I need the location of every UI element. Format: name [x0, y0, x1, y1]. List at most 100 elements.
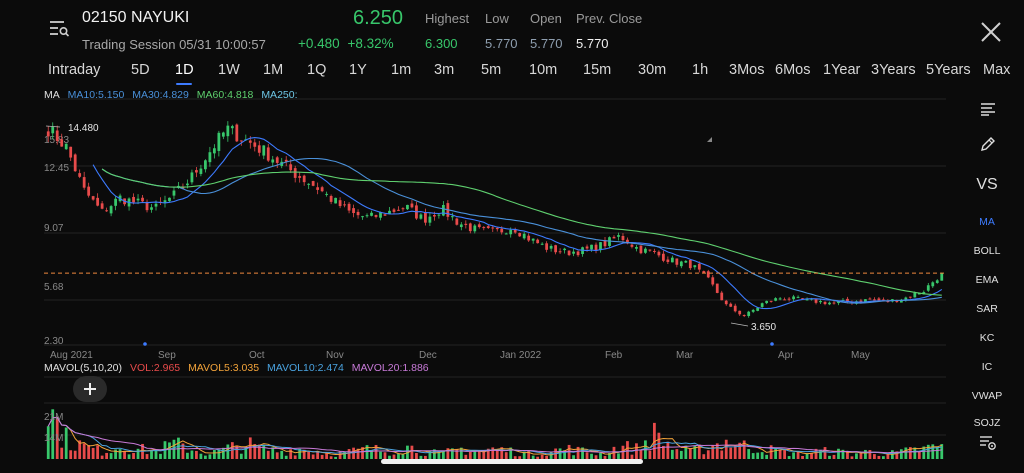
tab-1year[interactable]: 1Year	[823, 62, 861, 78]
candle	[275, 157, 279, 163]
candle	[217, 132, 221, 151]
indicator-settings-icon[interactable]	[979, 435, 997, 451]
volume-bar	[450, 448, 454, 459]
watchlist-search-icon[interactable]	[48, 19, 70, 37]
tab-1d[interactable]: 1D	[175, 62, 194, 78]
event-dot[interactable]	[143, 342, 147, 346]
vol-tick-0: 21M	[44, 412, 63, 423]
candle	[145, 201, 149, 211]
volume-bar	[109, 453, 113, 459]
tab-3years[interactable]: 3Years	[871, 62, 916, 78]
candle	[298, 176, 302, 178]
compare-vs-button[interactable]: VS	[976, 176, 998, 193]
candle	[60, 139, 64, 147]
volume-bar	[388, 455, 391, 459]
candle	[823, 301, 827, 305]
event-dot[interactable]	[770, 342, 774, 346]
ma30-line	[101, 157, 942, 304]
volume-bar	[828, 455, 831, 459]
vol-value: VOL:2.965	[129, 362, 181, 374]
tab-1w[interactable]: 1W	[218, 62, 240, 78]
x-label-dec: Dec	[419, 350, 437, 361]
tab-5min[interactable]: 5m	[481, 62, 502, 78]
tab-1y[interactable]: 1Y	[349, 62, 367, 78]
candle	[922, 292, 926, 295]
volume-bar	[572, 455, 575, 459]
volume-bar	[190, 450, 194, 459]
pencil-icon[interactable]	[980, 136, 996, 152]
indicator-sar[interactable]: SAR	[976, 303, 998, 315]
volume-bar	[424, 455, 427, 459]
candle	[316, 187, 320, 190]
add-indicator-button[interactable]	[73, 376, 107, 402]
candle	[675, 258, 679, 265]
volume-bar	[441, 451, 445, 459]
candle	[486, 226, 490, 228]
volume-bar	[509, 447, 513, 459]
candle	[204, 160, 207, 170]
volume-bar	[653, 422, 656, 459]
candle	[477, 224, 481, 228]
candle	[428, 216, 432, 223]
volume-bar	[877, 455, 881, 459]
candle	[109, 206, 113, 214]
indicator-vwap[interactable]: VWAP	[971, 390, 1003, 402]
candle	[873, 299, 876, 301]
indicator-sojz[interactable]: SOJZ	[973, 417, 1001, 426]
volume-bar	[69, 450, 73, 459]
tab-max[interactable]: Max	[983, 62, 1011, 78]
volume-bar	[581, 447, 584, 459]
candle	[82, 177, 86, 188]
tab-15min[interactable]: 15m	[583, 62, 612, 78]
volume-bar	[545, 455, 549, 459]
volume-average-lines	[47, 416, 942, 456]
tab-6mos[interactable]: 6Mos	[775, 62, 811, 78]
candle	[899, 299, 903, 303]
candle	[747, 311, 751, 316]
candle	[239, 140, 243, 142]
candle	[473, 225, 477, 232]
tab-3min[interactable]: 3m	[434, 62, 455, 78]
volume-bar	[275, 452, 279, 459]
tab-30min[interactable]: 30m	[638, 62, 667, 78]
tab-5years[interactable]: 5Years	[926, 62, 971, 78]
draw-tools-list-icon[interactable]	[980, 102, 996, 116]
candle	[599, 242, 602, 251]
volume-bar	[886, 454, 890, 459]
tab-1m-month[interactable]: 1M	[263, 62, 284, 78]
volume-bar	[46, 426, 50, 459]
indicator-kc[interactable]: KC	[979, 332, 995, 344]
candle	[908, 296, 912, 298]
candle	[114, 198, 117, 206]
tab-intraday[interactable]: Intraday	[48, 62, 101, 78]
tab-10min[interactable]: 10m	[529, 62, 558, 78]
volume-bar	[446, 448, 450, 459]
volume-bar	[60, 447, 64, 459]
volume-bar	[235, 445, 239, 459]
volume-bar	[105, 452, 109, 459]
candle	[733, 305, 737, 312]
candle	[567, 250, 571, 256]
volume-bar	[666, 441, 670, 459]
volume-bar	[154, 449, 158, 459]
tab-1h[interactable]: 1h	[692, 62, 709, 78]
indicator-ema[interactable]: EMA	[975, 274, 999, 286]
tab-1min[interactable]: 1m	[391, 62, 412, 78]
volume-bar	[670, 449, 674, 459]
volume-bar	[271, 447, 275, 459]
tab-3mos[interactable]: 3Mos	[729, 62, 765, 78]
tab-1q[interactable]: 1Q	[307, 62, 327, 78]
tab-5d[interactable]: 5D	[131, 62, 150, 78]
indicator-boll[interactable]: BOLL	[973, 245, 1001, 257]
candle	[527, 235, 531, 241]
volume-bar	[217, 449, 221, 459]
candle	[666, 259, 670, 262]
open-label: Open	[530, 11, 562, 26]
volume-bar	[585, 452, 589, 459]
price-chart[interactable]: 15.83 12.45 9.07 5.68 2.30 Aug 2021 Sep …	[0, 86, 958, 473]
volume-bar	[289, 449, 293, 459]
indicator-ic[interactable]: IC	[981, 361, 993, 373]
close-icon[interactable]	[979, 20, 1003, 44]
indicator-ma[interactable]: MA	[979, 216, 995, 228]
more-timeframes-corner[interactable]	[707, 137, 712, 142]
